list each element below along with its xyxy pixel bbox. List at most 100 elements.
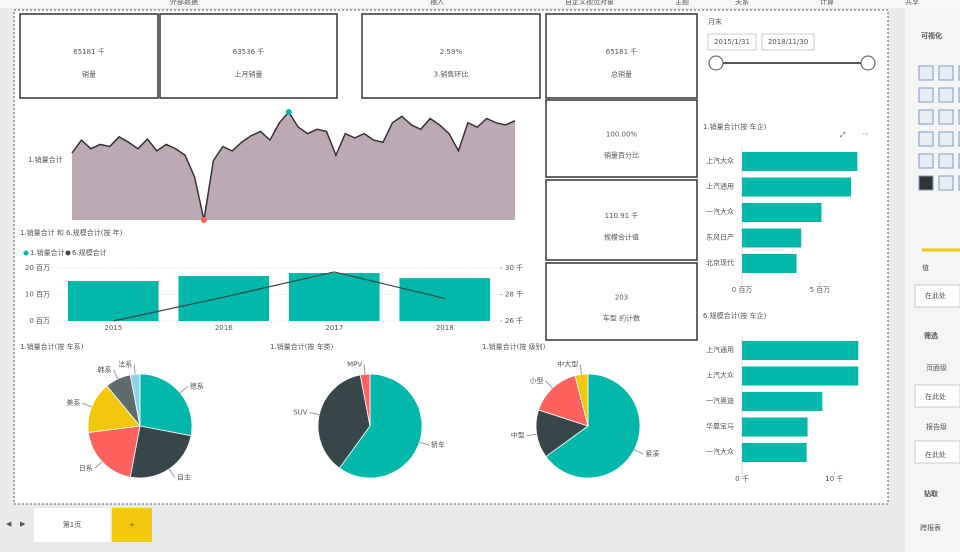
slice-label: 自主 <box>177 472 191 481</box>
leader-line <box>179 386 189 394</box>
tab-prev[interactable]: ◀ <box>6 520 12 528</box>
date-box[interactable] <box>761 33 815 51</box>
bar <box>742 366 859 386</box>
visual-icon[interactable] <box>938 65 954 81</box>
tab-next[interactable]: ▶ <box>20 520 26 528</box>
pane-text: 在此处 <box>925 291 946 300</box>
ribbon-item: 共享 <box>905 0 919 6</box>
bar <box>742 341 859 360</box>
leader-line <box>579 364 582 375</box>
leader-line <box>94 461 103 469</box>
tab[interactable] <box>34 508 110 542</box>
leader-line <box>309 411 320 416</box>
pie-slice <box>574 373 589 427</box>
y-tick-label: 东风日产 <box>706 233 734 242</box>
slice-label: 法系 <box>118 359 132 368</box>
slice-label: 日系 <box>79 463 93 472</box>
leader-line <box>113 369 119 380</box>
legend-label: 6.规模合计 <box>72 248 107 257</box>
y-tick-label: 一汽奥迪 <box>706 396 734 405</box>
y-tick-label: 上汽大众 <box>706 371 734 380</box>
visual-icon[interactable] <box>918 131 934 147</box>
slice-label: 德系 <box>190 381 204 390</box>
visual-icon[interactable] <box>938 153 954 169</box>
card <box>545 13 698 99</box>
visual-icon[interactable] <box>938 109 954 125</box>
ribbon-item: 自定义视觉对象 <box>565 0 614 6</box>
visual-icon[interactable] <box>918 109 934 125</box>
x-tick-label: 2016 <box>215 324 233 332</box>
visual-icon[interactable] <box>918 153 934 169</box>
area-fill <box>72 112 515 220</box>
pie-slice <box>545 373 641 479</box>
y2-tick-label: 26 千 <box>505 316 523 325</box>
visual-icon[interactable] <box>938 87 954 103</box>
pie-slice <box>87 385 141 433</box>
leader-line <box>363 364 366 375</box>
date-box[interactable] <box>707 33 757 51</box>
chart-title: 1.销量合计 和 6.规模合计(按 年) <box>20 228 123 237</box>
slider-handle[interactable] <box>708 55 724 71</box>
pane-text: 在此处 <box>925 450 946 459</box>
bar <box>742 392 823 411</box>
slice-label: MPV <box>347 360 362 368</box>
visual-icon[interactable] <box>938 175 954 191</box>
ribbon-item: 插入 <box>430 0 444 6</box>
card-value: 65181 千 <box>606 47 638 56</box>
bar <box>742 417 808 437</box>
focus-icon[interactable]: ⤢ <box>840 131 846 139</box>
slice-label: 小型 <box>530 376 544 385</box>
y-tick-label: 上汽大众 <box>706 156 734 165</box>
pie-slice <box>538 375 589 427</box>
slice-label: 中型 <box>511 431 525 440</box>
max-point <box>285 109 292 115</box>
add-tab[interactable] <box>112 508 152 542</box>
slice-label: 美系 <box>66 398 80 407</box>
legend-label: 1.销量合计 <box>30 248 65 257</box>
card-value: 110.91 千 <box>605 211 639 220</box>
visual-icon[interactable] <box>918 175 934 191</box>
leader-line <box>526 433 537 437</box>
slider-handle[interactable] <box>860 55 876 71</box>
slicer-end: 2018/11/30 <box>768 38 808 46</box>
pie-slice <box>535 409 589 458</box>
card-value: 65181 千 <box>73 47 105 56</box>
chart-title: 1.销量合计(按 车系) <box>20 342 84 351</box>
visual-icon[interactable] <box>938 131 954 147</box>
y-tick-label: 20 百万 <box>25 264 50 272</box>
card-label: 总销量 <box>611 69 632 78</box>
chart-title: 1.销量合计(按 车类) <box>270 342 334 351</box>
card <box>361 13 541 99</box>
bar <box>399 278 491 321</box>
x-tick-label: 2017 <box>325 324 343 332</box>
bar <box>742 254 797 273</box>
y-tick-label: 10 百万 <box>25 291 50 299</box>
pie-slice <box>338 373 423 479</box>
visual-icon[interactable] <box>918 87 934 103</box>
leader-line <box>419 441 430 446</box>
min-point <box>200 217 207 223</box>
drop-box[interactable] <box>914 384 960 408</box>
card-value: 2.59% <box>440 48 463 56</box>
add-tab-icon: + <box>129 521 135 529</box>
bar <box>742 152 858 171</box>
pie-slice <box>317 374 371 469</box>
visual-icon[interactable] <box>918 65 934 81</box>
x-tick-label: 0 百万 <box>732 286 753 294</box>
drop-box[interactable] <box>914 440 960 464</box>
y-tick-label: 华晨宝马 <box>706 422 734 431</box>
leader-line <box>82 402 92 408</box>
bar <box>742 177 852 197</box>
chart-title: 6.规模合计(按 车企) <box>703 311 767 320</box>
leader-line <box>133 364 136 375</box>
leader-line <box>545 380 553 389</box>
more-icon[interactable]: ⋯ <box>862 130 869 138</box>
y-tick-label: 北京现代 <box>706 258 734 267</box>
card-label: 上月销量 <box>235 69 263 78</box>
slicer-title: 月末 <box>708 17 722 26</box>
leader-line <box>634 449 644 455</box>
pie-slice <box>87 425 141 478</box>
drop-box[interactable] <box>914 284 960 308</box>
